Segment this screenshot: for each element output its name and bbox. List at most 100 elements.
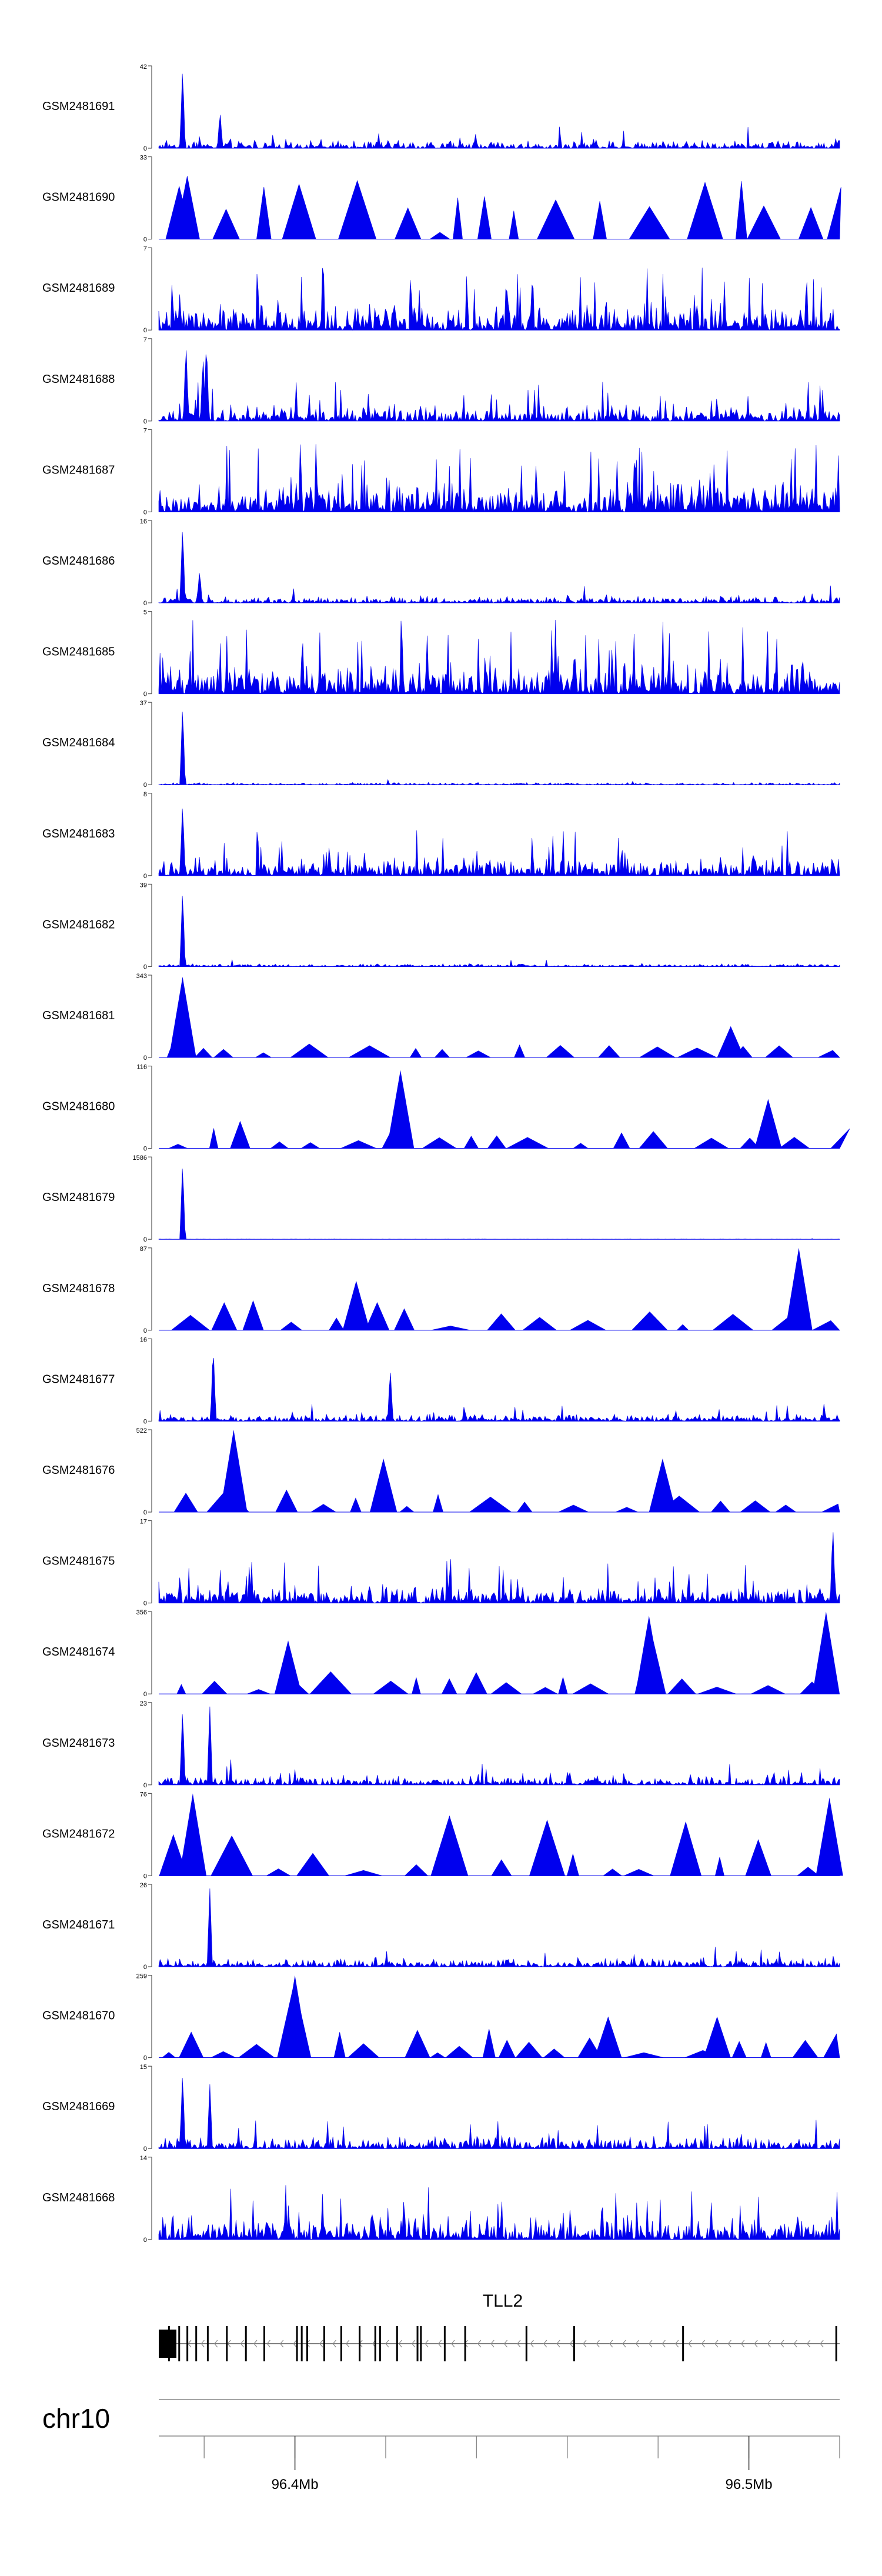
strand-arrow: [437, 2340, 442, 2348]
gene-exon: [263, 2326, 265, 2361]
strand-arrow: [240, 2340, 245, 2348]
track-GSM2481680: GSM2481680 116 0: [42, 1064, 850, 1153]
track-label: GSM2481670: [42, 2010, 115, 2023]
track-label: GSM2481682: [42, 918, 115, 931]
gene-exon: [186, 2326, 189, 2361]
strand-arrow: [319, 2340, 323, 2348]
signal-area: [159, 1120, 850, 1149]
y-tick-label-zero: 0: [143, 1873, 147, 1880]
signal-peak: [754, 1099, 782, 1149]
track-label: GSM2481677: [42, 1373, 115, 1386]
chromosome-label: chr10: [42, 2403, 110, 2434]
strand-arrow: [280, 2340, 284, 2348]
y-tick-label-zero: 0: [143, 1691, 147, 1698]
gene-exon: [178, 2326, 181, 2361]
strand-arrow: [253, 2340, 258, 2348]
gene-track: TLL2: [159, 2291, 840, 2361]
strand-arrow: [569, 2340, 574, 2348]
track-GSM2481686: GSM2481686 16 0: [42, 518, 840, 607]
track-GSM2481683: GSM2481683 8 0: [42, 791, 840, 880]
strand-arrow: [385, 2340, 389, 2348]
y-tick-label-max: 1586: [133, 1154, 147, 1162]
track-label: GSM2481668: [42, 2191, 115, 2204]
gene-exon: [226, 2326, 228, 2361]
signal-area: [159, 1300, 840, 1331]
track-label: GSM2481680: [42, 1100, 115, 1113]
gene-exon: [323, 2326, 325, 2361]
strand-arrow: [425, 2340, 429, 2348]
signal-area: [158, 712, 840, 785]
track-GSM2481682: GSM2481682 39 0: [42, 882, 840, 970]
y-tick-label-max: 15: [140, 2064, 147, 2071]
signal-area: [158, 444, 840, 513]
y-tick-label-zero: 0: [143, 1055, 147, 1062]
track-GSM2481690: GSM2481690 33 0: [42, 155, 841, 243]
track-label: GSM2481669: [42, 2100, 115, 2113]
signal-area: [159, 1487, 840, 1513]
y-tick-label-max: 14: [140, 2155, 147, 2162]
y-tick-label-zero: 0: [143, 782, 147, 789]
gene-exon: [300, 2326, 303, 2361]
signal-area: [159, 1628, 840, 1694]
signal-area: [159, 1815, 841, 1876]
strand-arrow: [214, 2340, 218, 2348]
strand-arrow: [649, 2340, 653, 2348]
track-GSM2481672: GSM2481672 76 0: [42, 1791, 843, 1880]
track-label: GSM2481675: [42, 1555, 115, 1568]
gene-exon: [340, 2326, 342, 2361]
strand-arrow: [714, 2340, 719, 2348]
track-GSM2481676: GSM2481676 522 0: [42, 1427, 840, 1516]
strand-arrow: [596, 2340, 600, 2348]
strand-arrow: [727, 2340, 731, 2348]
strand-arrow: [530, 2340, 534, 2348]
signal-peak: [812, 1611, 840, 1694]
gene-exon: [379, 2326, 381, 2361]
y-tick-label-zero: 0: [143, 1600, 147, 1607]
track-label: GSM2481679: [42, 1191, 115, 1204]
y-tick-label-zero: 0: [143, 1327, 147, 1334]
signal-peak: [717, 1026, 744, 1057]
strand-arrow: [346, 2340, 350, 2348]
gene-exon: [396, 2326, 398, 2361]
y-tick-label-zero: 0: [143, 963, 147, 970]
y-tick-label-max: 23: [140, 1700, 147, 1707]
strand-arrow: [820, 2340, 824, 2348]
track-GSM2481677: GSM2481677 16 0: [42, 1336, 840, 1425]
track-GSM2481678: GSM2481678 87 0: [42, 1246, 840, 1334]
track-GSM2481671: GSM2481671 26 0: [42, 1882, 840, 1971]
signal-area: [158, 896, 840, 967]
signal-area: [158, 619, 840, 695]
strand-arrow: [556, 2340, 560, 2348]
y-tick-label-max: 259: [136, 1973, 147, 1980]
strand-arrow: [662, 2340, 666, 2348]
track-label: GSM2481678: [42, 1282, 115, 1295]
signal-area: [159, 1983, 840, 2058]
strand-arrow: [412, 2340, 416, 2348]
signal-area: [158, 2185, 840, 2240]
strand-arrow: [767, 2340, 771, 2348]
signal-area: [158, 808, 840, 876]
strand-arrow: [635, 2340, 640, 2348]
y-tick-label-max: 87: [140, 1246, 147, 1253]
track-label: GSM2481685: [42, 646, 115, 659]
gene-exon: [416, 2326, 419, 2361]
track-label: GSM2481684: [42, 736, 115, 749]
track-label: GSM2481673: [42, 1737, 115, 1750]
y-tick-label-max: 8: [143, 791, 147, 798]
strand-arrow: [688, 2340, 692, 2348]
y-tick-label-max: 5: [143, 609, 147, 616]
y-tick-label-max: 37: [140, 700, 147, 707]
signal-peak: [369, 1459, 397, 1512]
y-tick-label-max: 17: [140, 1519, 147, 1526]
y-tick-label-zero: 0: [143, 509, 147, 516]
track-GSM2481681: GSM2481681 343 0: [42, 973, 840, 1062]
gene-exon: [443, 2326, 446, 2361]
signal-area: [159, 176, 841, 239]
track-GSM2481674: GSM2481674 356 0: [42, 1609, 840, 1698]
y-tick-label-zero: 0: [143, 600, 147, 607]
signal-area: [158, 1357, 840, 1422]
signal-tracks: GSM2481691420GSM2481690330GSM248168970GS…: [42, 64, 850, 2244]
signal-area: [159, 1043, 840, 1058]
gene-exon: [464, 2326, 466, 2361]
signal-area: [158, 74, 840, 149]
